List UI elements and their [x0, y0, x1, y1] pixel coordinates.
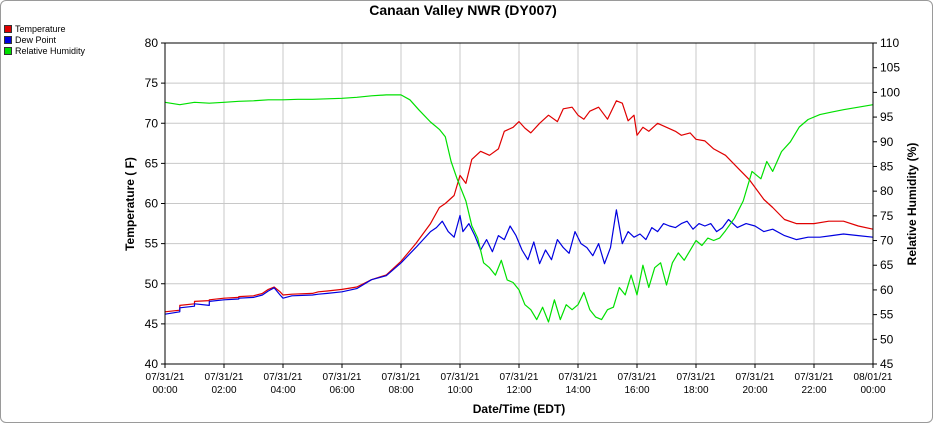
x-tick-label-time: 00:00 — [152, 385, 177, 396]
x-tick-label-date: 07/31/21 — [618, 372, 657, 383]
y-right-tick-label: 105 — [880, 61, 900, 75]
legend-swatch-relative-humidity — [4, 46, 12, 55]
x-tick-label-time: 14:00 — [565, 385, 590, 396]
y-left-tick-label: 40 — [145, 357, 159, 371]
legend-item-dew-point: Dew Point — [4, 34, 85, 45]
series-line-temperature — [164, 100, 874, 313]
x-axis-ticks: 07/31/21 00:00 07/31/21 02:00 07/31/21 04:00 0… — [146, 364, 893, 396]
x-tick-label-date: 07/31/21 — [264, 372, 303, 383]
y-left-tick-label: 50 — [145, 277, 159, 291]
series-line-dew-point — [164, 209, 874, 315]
x-tick-label-date: 07/31/21 — [677, 372, 716, 383]
x-tick-label-date: 07/31/21 — [736, 372, 775, 383]
y-right-tick-label: 60 — [880, 283, 894, 297]
y-left-tick-label: 55 — [145, 237, 159, 251]
y-left-tick-label: 70 — [145, 116, 159, 130]
x-tick-label-time: 16:00 — [624, 385, 649, 396]
series-line-relative-humidity — [164, 94, 874, 323]
x-axis-label: Date/Time (EDT) — [473, 402, 565, 416]
x-tick-label-date: 07/31/21 — [795, 372, 834, 383]
y-right-tick-label: 85 — [880, 159, 894, 173]
legend-swatch-dew-point — [4, 35, 12, 44]
y-right-axis-label: Relative Humidity (%) — [905, 143, 919, 266]
y-left-axis-ticks: 40 45 50 55 60 65 70 75 80 — [145, 36, 165, 371]
x-tick-label-time: 06:00 — [329, 385, 354, 396]
x-tick-label-date: 07/31/21 — [382, 372, 421, 383]
y-right-tick-label: 55 — [880, 308, 894, 322]
x-tick-label-date: 07/31/21 — [205, 372, 244, 383]
legend-label-relative-humidity: Relative Humidity — [15, 45, 86, 56]
x-tick-label-date: 07/31/21 — [559, 372, 598, 383]
x-tick-label-time: 04:00 — [270, 385, 295, 396]
x-tick-label-time: 22:00 — [801, 385, 826, 396]
y-right-tick-label: 75 — [880, 209, 894, 223]
chart-title: Canaan Valley NWR (DY007) — [369, 2, 557, 18]
legend-label-temperature: Temperature — [15, 23, 66, 34]
x-tick-label-time: 02:00 — [211, 385, 236, 396]
y-left-tick-label: 60 — [145, 197, 159, 211]
y-left-tick-label: 45 — [145, 317, 159, 331]
y-left-tick-label: 80 — [145, 36, 159, 50]
x-tick-label-time: 08:00 — [388, 385, 413, 396]
y-left-tick-label: 65 — [145, 156, 159, 170]
x-tick-label-time: 12:00 — [506, 385, 531, 396]
y-right-tick-label: 95 — [880, 110, 894, 124]
x-tick-label-date: 07/31/21 — [500, 372, 539, 383]
y-right-tick-label: 70 — [880, 234, 894, 248]
x-tick-label-date: 08/01/21 — [854, 372, 893, 383]
x-tick-label-date: 07/31/21 — [323, 372, 362, 383]
y-right-tick-label: 80 — [880, 184, 894, 198]
legend-item-temperature: Temperature — [4, 23, 85, 34]
y-right-tick-label: 65 — [880, 258, 894, 272]
legend-label-dew-point: Dew Point — [15, 34, 57, 45]
y-left-axis-label: Temperature ( F) — [123, 157, 137, 251]
y-right-axis-ticks: 45 50 55 60 65 70 75 80 85 90 95 100 105 110 — [873, 36, 900, 371]
x-tick-label-time: 10:00 — [447, 385, 472, 396]
x-tick-label-time: 18:00 — [683, 385, 708, 396]
x-tick-label-time: 20:00 — [742, 385, 767, 396]
y-left-tick-label: 75 — [145, 76, 159, 90]
y-right-tick-label: 100 — [880, 85, 900, 99]
chart-legend: Temperature Dew Point Relative Humidity — [4, 23, 85, 56]
x-tick-label-time: 00:00 — [860, 385, 885, 396]
y-right-tick-label: 110 — [880, 36, 899, 50]
legend-item-relative-humidity: Relative Humidity — [4, 45, 85, 56]
x-tick-label-date: 07/31/21 — [441, 372, 480, 383]
series-lines — [164, 94, 874, 323]
y-right-tick-label: 90 — [880, 135, 894, 149]
y-right-tick-label: 50 — [880, 332, 894, 346]
grid — [164, 42, 874, 365]
y-right-tick-label: 45 — [880, 357, 894, 371]
x-tick-label-date: 07/31/21 — [146, 372, 185, 383]
legend-swatch-temperature — [4, 24, 12, 33]
